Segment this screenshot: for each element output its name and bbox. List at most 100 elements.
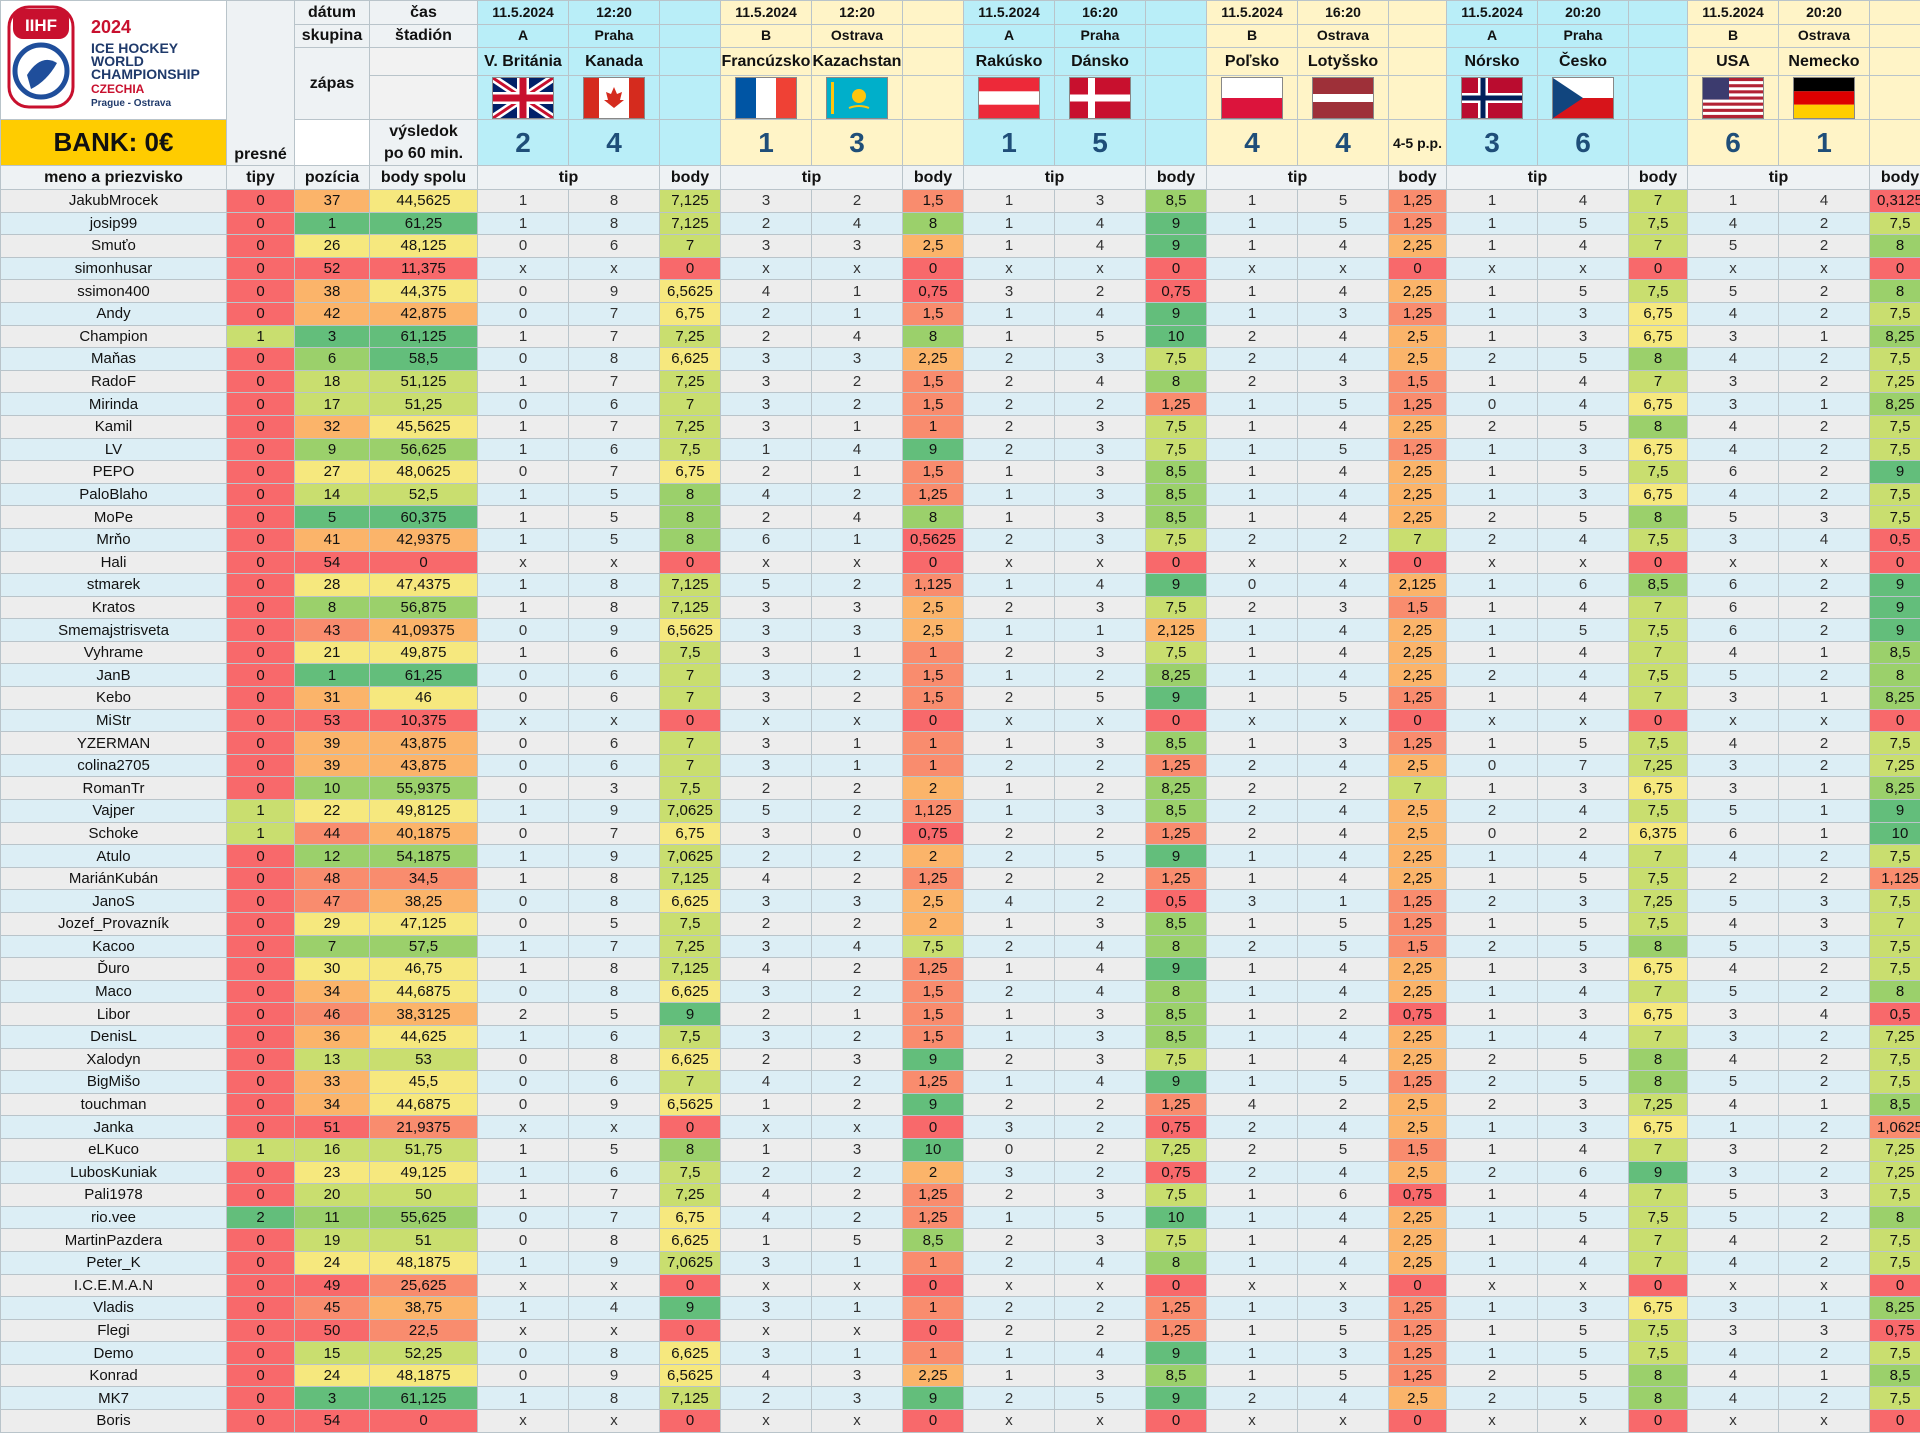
total-points: 11,375 — [369, 256, 478, 281]
match-points: 2,25 — [1388, 866, 1447, 891]
tip-away: 3 — [568, 776, 660, 801]
tip-away: 9 — [568, 1250, 660, 1275]
exact-tips: 0 — [226, 211, 295, 236]
match-points: 2,5 — [1388, 799, 1447, 823]
match-points: 2,25 — [1388, 414, 1447, 439]
match-points: 7 — [1628, 369, 1688, 394]
tip-header: tip — [963, 165, 1146, 190]
match-points: 2,25 — [1388, 1024, 1447, 1049]
table-row: MiStr 0 53 10,375 x x 0 x x 0 x x 0 x x 0 x x 0 x x 0 — [0, 708, 1920, 733]
participant-name: Peter_K — [0, 1250, 227, 1275]
match-points: 2 — [902, 844, 964, 868]
match-points: 1,25 — [1388, 1341, 1447, 1365]
tip-home: 4 — [1687, 844, 1779, 868]
match-points: 2,25 — [1388, 234, 1447, 258]
tip-away: x — [811, 1318, 903, 1343]
tip-home: 1 — [963, 663, 1055, 688]
tip-away: 2 — [811, 1092, 903, 1117]
tip-home: 2 — [1206, 324, 1298, 349]
tip-away: 5 — [1297, 934, 1389, 959]
match-points: 2,25 — [1388, 1047, 1447, 1072]
match-points: 8,5 — [1145, 460, 1207, 484]
tip-away: 3 — [1054, 1228, 1146, 1252]
tip-home: 2 — [1206, 753, 1298, 778]
match-points: 1,25 — [902, 1183, 964, 1207]
tip-home: 1 — [1446, 731, 1538, 755]
tip-away: 8 — [568, 979, 660, 1004]
tip-away: 4 — [1537, 1137, 1629, 1162]
tip-home: 1 — [477, 414, 569, 439]
tip-away: 2 — [1297, 527, 1389, 552]
tip-away: 3 — [1537, 1115, 1629, 1139]
exact-tips: 0 — [226, 505, 295, 529]
match-points: 7 — [1388, 527, 1447, 552]
tip-home: 1 — [1446, 211, 1538, 236]
participant-name: JakubMrocek — [0, 189, 227, 213]
participant-name: Janka — [0, 1115, 227, 1139]
tip-away: 2 — [1054, 1115, 1146, 1139]
tip-home: 1 — [1446, 595, 1538, 620]
participant-name: MK7 — [0, 1386, 227, 1411]
tip-home: 5 — [1687, 1070, 1779, 1094]
match-spacer — [1869, 75, 1920, 120]
participant-name: Kebo — [0, 686, 227, 710]
table-row: Vajper 1 22 49,8125 1 9 7,0625 5 2 1,125 1 3 8,5 2 4 2,… — [0, 799, 1920, 823]
tip-away: 3 — [1297, 1341, 1389, 1365]
match-points: 2,25 — [1388, 640, 1447, 665]
match-points: 2 — [902, 776, 964, 801]
tip-away: 2 — [1778, 1228, 1870, 1252]
total-points: 51 — [369, 1228, 478, 1252]
match-date: 11.5.2024 — [1206, 0, 1298, 25]
tip-away: 4 — [1297, 1205, 1389, 1230]
match-points: 7 — [1628, 844, 1688, 868]
participant-name: MiStr — [0, 708, 227, 733]
match-points: 1,25 — [1388, 392, 1447, 416]
tip-home: x — [1206, 708, 1298, 733]
tip-away: 1 — [1778, 1092, 1870, 1117]
tip-away: 1 — [811, 460, 903, 484]
tip-home: 1 — [1206, 1205, 1298, 1230]
tip-home: x — [720, 708, 812, 733]
match-date: 11.5.2024 — [1687, 0, 1779, 25]
match-points: 1 — [902, 1341, 964, 1365]
tip-away: 4 — [1054, 934, 1146, 959]
match-points: 1,5 — [1388, 595, 1447, 620]
match-points: 7,5 — [1145, 347, 1207, 371]
home-flag-cell — [477, 75, 569, 120]
tip-away: 3 — [1537, 889, 1629, 913]
tip-away: 4 — [1297, 1228, 1389, 1252]
tip-away: 7 — [568, 1183, 660, 1207]
table-row: Kamil 0 32 45,5625 1 7 7,25 3 1 1 2 3 7,5 1 4 2,25 2 5 8 4 2… — [0, 414, 1920, 439]
participant-name: Vladis — [0, 1296, 227, 1320]
tip-away: 5 — [568, 1137, 660, 1162]
tip-away: 1 — [1778, 392, 1870, 416]
tip-home: x — [477, 550, 569, 575]
meno-header: meno a priezvisko — [0, 165, 227, 190]
tip-away: 4 — [1054, 301, 1146, 326]
tip-home: 1 — [963, 301, 1055, 326]
match-spacer — [1388, 0, 1447, 25]
tip-home: 0 — [1446, 392, 1538, 416]
total-points: 49,125 — [369, 1160, 478, 1185]
tip-away: x — [568, 1273, 660, 1298]
tip-away: 2 — [1778, 731, 1870, 755]
tip-away: x — [568, 708, 660, 733]
match-points: 0 — [1145, 1273, 1207, 1298]
exact-tips: 0 — [226, 189, 295, 213]
tip-away: 2 — [1778, 1160, 1870, 1185]
tip-header: tip — [1446, 165, 1629, 190]
total-points: 38,3125 — [369, 1002, 478, 1026]
tip-home: x — [477, 1409, 569, 1433]
match-points: 6,5625 — [659, 1092, 721, 1117]
tip-away: 5 — [1537, 934, 1629, 959]
match-points: 1,5 — [1388, 934, 1447, 959]
tip-away: 3 — [1054, 189, 1146, 213]
position: 36 — [294, 1024, 370, 1049]
tip-away: 2 — [1778, 1070, 1870, 1094]
match-points: 7,5 — [1869, 889, 1920, 913]
participants-table: JakubMrocek 0 37 44,5625 1 8 7,125 3 2 1,5 1 3 8,5 1 5… — [0, 189, 1920, 1433]
match-points: 9 — [1628, 1160, 1688, 1185]
match-points: 1,5 — [1388, 1137, 1447, 1162]
tip-away: 5 — [1537, 505, 1629, 529]
match-points: 7 — [659, 234, 721, 258]
